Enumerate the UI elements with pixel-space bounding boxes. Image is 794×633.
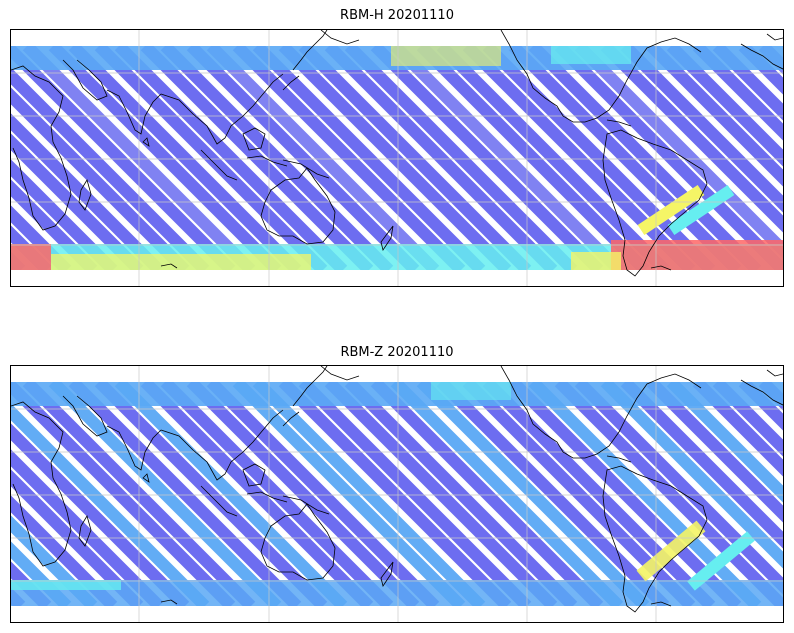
map-canvas-rbm-h [11,30,783,286]
map-canvas-rbm-z [11,366,783,622]
map-rbm-z [10,365,784,623]
panel-title-rbm-z: RBM-Z 20201110 [340,345,454,360]
map-rbm-h [10,29,784,287]
panel-title-rbm-h: RBM-H 20201110 [340,8,454,23]
